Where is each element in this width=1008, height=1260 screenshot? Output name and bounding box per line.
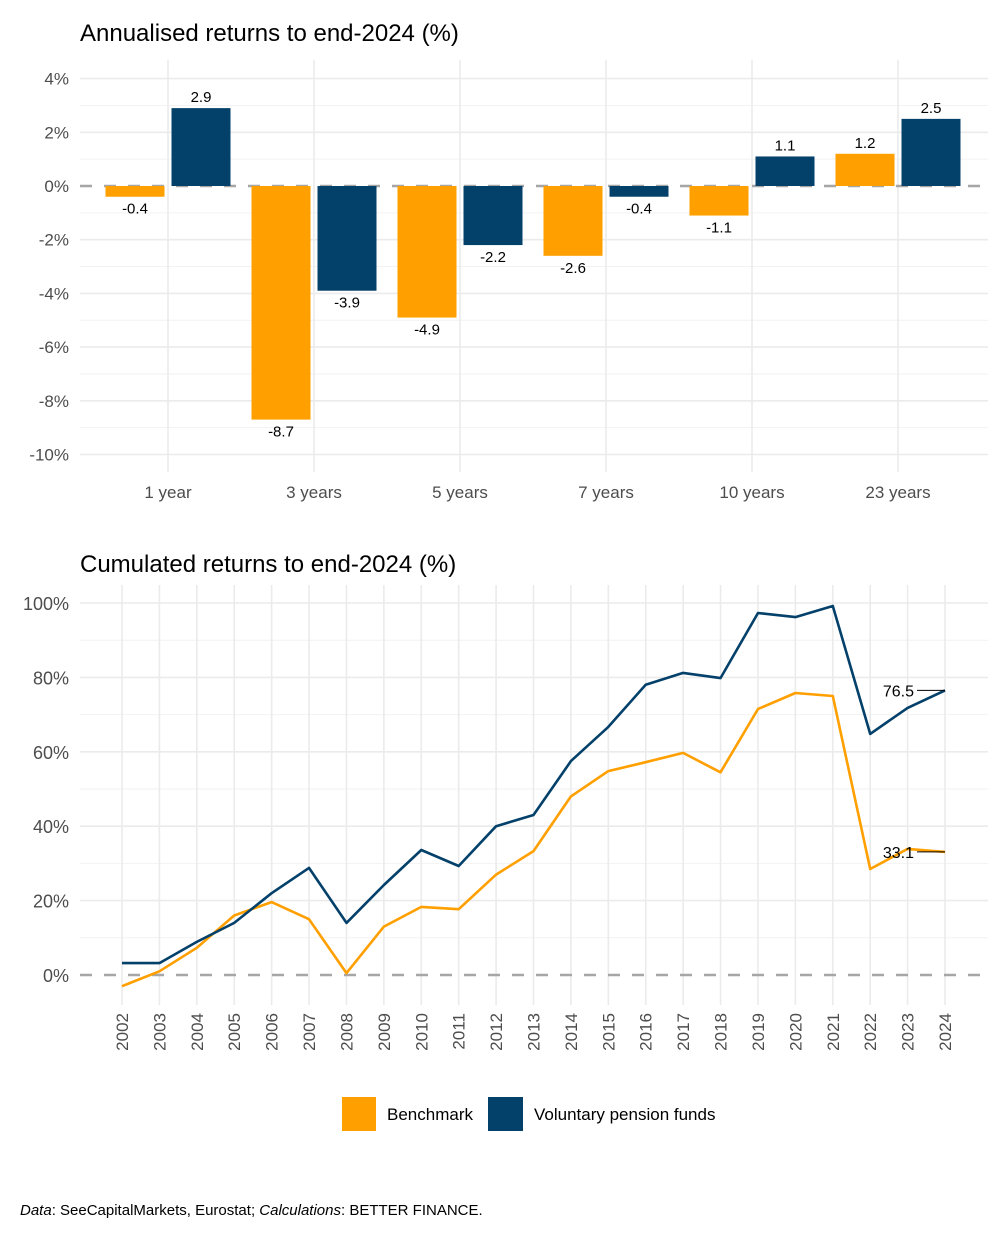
bar-pension xyxy=(755,156,815,186)
bar-benchmark xyxy=(251,186,311,420)
y-tick-label: -10% xyxy=(29,446,69,465)
x-tick-label: 10 years xyxy=(719,483,784,502)
x-tick-label: 2007 xyxy=(300,1013,319,1051)
bar-pension xyxy=(171,108,231,186)
bar-pension xyxy=(901,118,961,186)
caption-data-text: : SeeCapitalMarkets, Eurostat; xyxy=(51,1202,260,1219)
caption-calc-text: : BETTER FINANCE. xyxy=(341,1202,483,1219)
x-tick-label: 2020 xyxy=(786,1013,805,1051)
data-label-benchmark: 1.2 xyxy=(855,135,876,152)
annualised-bars xyxy=(105,108,961,420)
data-label-benchmark: -1.1 xyxy=(706,220,732,237)
data-label-pension: -0.4 xyxy=(626,201,652,218)
annualised-returns-chart: Annualised returns to end-2024 (%) -0.4 2… xyxy=(29,20,988,502)
y-tick-label: -4% xyxy=(39,284,69,303)
cumulated-end-labels: 33.1 76.5 xyxy=(883,683,945,862)
legend-swatch-benchmark xyxy=(342,1097,376,1131)
x-tick-label: 5 years xyxy=(432,483,488,502)
annualised-chart-title: Annualised returns to end-2024 (%) xyxy=(80,20,459,47)
x-tick-label: 2017 xyxy=(674,1013,693,1051)
annualised-grid xyxy=(80,60,988,472)
bar-benchmark xyxy=(689,186,749,216)
x-tick-label: 2006 xyxy=(263,1013,282,1051)
y-tick-label: 40% xyxy=(33,817,69,837)
data-label-benchmark: -0.4 xyxy=(122,201,148,218)
cumulated-lines xyxy=(121,604,946,988)
data-label-pension: -2.2 xyxy=(480,249,506,266)
x-tick-label: 2013 xyxy=(525,1013,544,1051)
x-tick-label: 2012 xyxy=(487,1013,506,1051)
bar-pension xyxy=(609,186,669,197)
x-tick-label: 2010 xyxy=(412,1013,431,1051)
x-tick-label: 2023 xyxy=(899,1013,918,1051)
y-tick-label: 60% xyxy=(33,743,69,763)
annualised-x-axis: 1 year 3 years 5 years 7 years 10 years 23 ye… xyxy=(144,483,930,502)
x-tick-label: 1 year xyxy=(144,483,192,502)
cumulated-grid xyxy=(80,585,988,1005)
y-tick-label: 0% xyxy=(44,177,69,196)
data-label-benchmark: -8.7 xyxy=(268,424,294,441)
x-tick-label: 2008 xyxy=(337,1013,356,1051)
data-label-benchmark: -2.6 xyxy=(560,260,586,277)
y-tick-label: 100% xyxy=(23,594,69,614)
bar-pension xyxy=(317,186,377,291)
y-tick-label: 80% xyxy=(33,668,69,688)
cumulated-returns-chart: Cumulated returns to end-2024 (%) 33.1 76… xyxy=(23,551,988,1051)
data-label-pension: 2.9 xyxy=(191,89,212,106)
data-label-pension: -3.9 xyxy=(334,295,360,312)
bar-benchmark xyxy=(835,153,895,186)
caption-calc-label: Calculations xyxy=(259,1202,341,1219)
y-tick-label: -2% xyxy=(39,231,69,250)
x-tick-label: 2024 xyxy=(936,1013,955,1051)
x-tick-label: 2018 xyxy=(712,1013,731,1051)
annualised-data-labels: -0.4 2.9 -8.7 -3.9 -4.9 -2.2 -2.6 -0.4 -1.1 1.1 1.… xyxy=(122,89,941,440)
x-tick-label: 2009 xyxy=(375,1013,394,1051)
y-tick-label: -6% xyxy=(39,338,69,357)
x-tick-label: 23 years xyxy=(865,483,930,502)
cumulated-chart-title: Cumulated returns to end-2024 (%) xyxy=(80,551,456,578)
data-label-pension: 2.5 xyxy=(921,100,942,117)
y-tick-label: 4% xyxy=(44,70,69,89)
bar-benchmark xyxy=(397,186,457,318)
x-tick-label: 2002 xyxy=(113,1013,132,1051)
y-tick-label: 2% xyxy=(44,123,69,142)
cumulated-x-axis: 2002 2003 2004 2005 2006 2007 2008 2009 2010 2011… xyxy=(113,1013,955,1051)
legend: Benchmark Voluntary pension funds xyxy=(342,1097,715,1131)
caption-data-label: Data xyxy=(20,1202,52,1219)
x-tick-label: 2011 xyxy=(450,1013,469,1050)
x-tick-label: 2015 xyxy=(599,1013,618,1051)
x-tick-label: 2005 xyxy=(225,1013,244,1051)
x-tick-label: 2016 xyxy=(637,1013,656,1051)
x-tick-label: 2021 xyxy=(824,1013,843,1051)
end-label-benchmark: 33.1 xyxy=(883,845,914,862)
legend-label-pension: Voluntary pension funds xyxy=(534,1105,715,1124)
x-tick-label: 2019 xyxy=(749,1013,768,1051)
legend-swatch-pension xyxy=(488,1097,523,1131)
x-tick-label: 7 years xyxy=(578,483,634,502)
end-label-pension: 76.5 xyxy=(883,683,914,700)
bar-pension xyxy=(463,186,523,246)
bar-benchmark xyxy=(543,186,603,256)
x-tick-label: 2004 xyxy=(188,1013,207,1051)
cumulated-y-axis: 100% 80% 60% 40% 20% 0% xyxy=(23,594,69,986)
data-label-pension: 1.1 xyxy=(775,137,796,154)
annualised-y-axis: 4% 2% 0% -2% -4% -6% -8% -10% xyxy=(29,70,69,465)
data-label-benchmark: -4.9 xyxy=(414,322,440,339)
legend-item-benchmark: Benchmark xyxy=(342,1097,473,1131)
y-tick-label: -8% xyxy=(39,392,69,411)
y-tick-label: 0% xyxy=(43,966,69,986)
line-benchmark xyxy=(121,691,946,988)
line-pension xyxy=(122,604,946,965)
x-tick-label: 2014 xyxy=(562,1013,581,1051)
x-tick-label: 2022 xyxy=(861,1013,880,1051)
x-tick-label: 3 years xyxy=(286,483,342,502)
x-tick-label: 2003 xyxy=(150,1013,169,1051)
source-caption: Data: SeeCapitalMarkets, Eurostat; Calcu… xyxy=(20,1202,483,1219)
y-tick-label: 20% xyxy=(33,892,69,912)
bar-benchmark xyxy=(105,186,165,197)
legend-item-pension: Voluntary pension funds xyxy=(488,1097,715,1131)
legend-label-benchmark: Benchmark xyxy=(387,1105,473,1124)
